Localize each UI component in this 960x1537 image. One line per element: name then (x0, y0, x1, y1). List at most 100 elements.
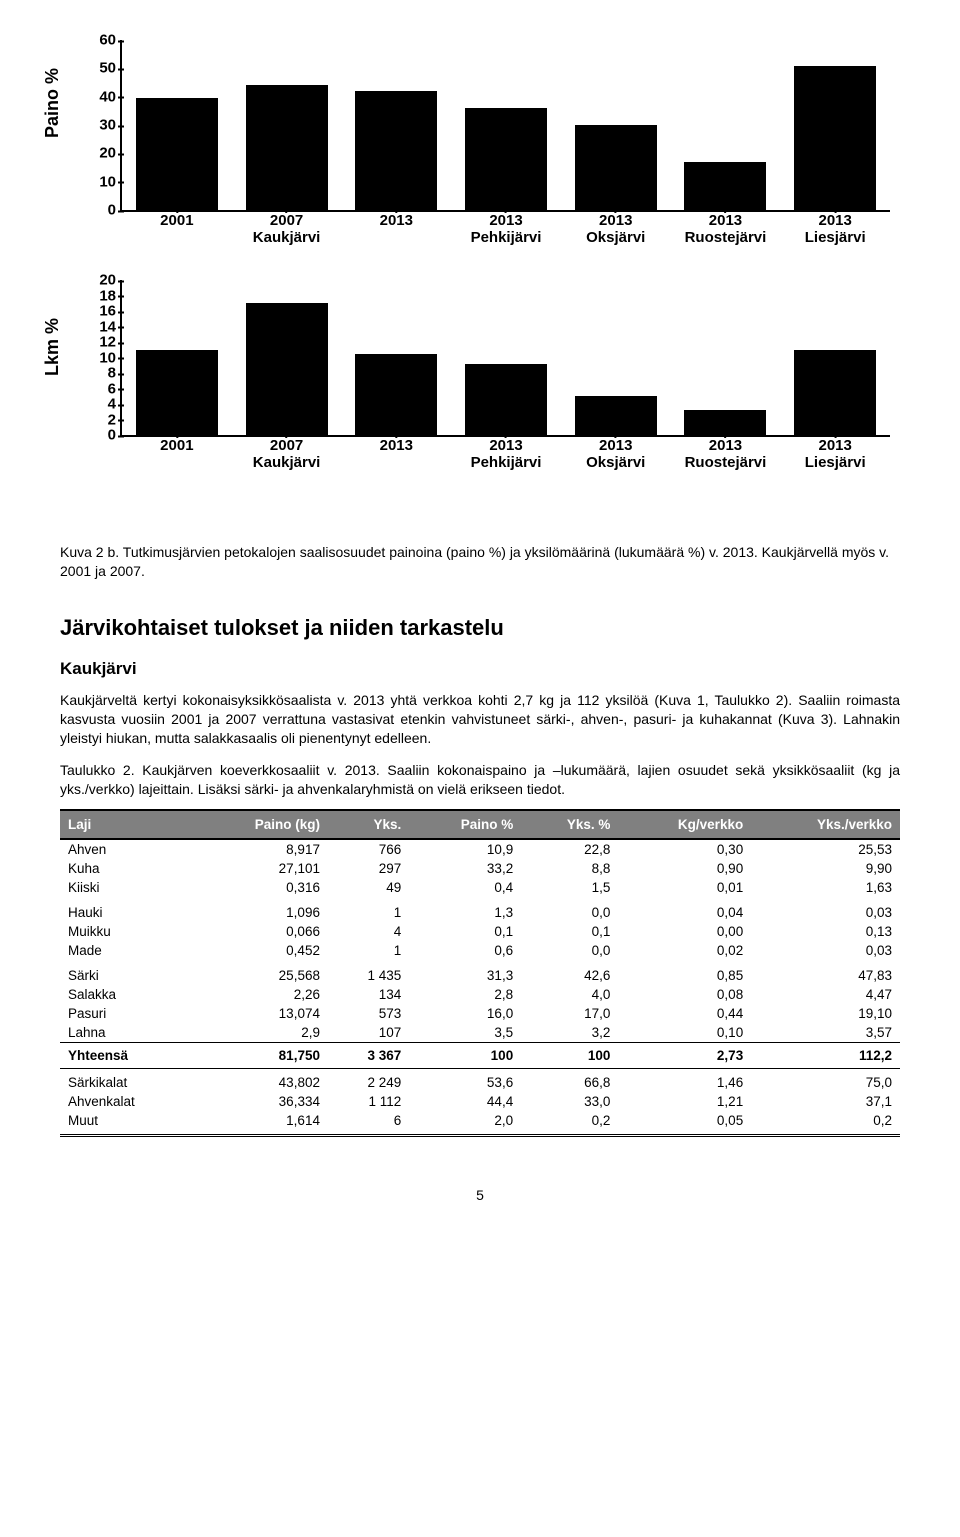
table-cell: 22,8 (521, 839, 618, 859)
table-cell: 0,316 (195, 878, 328, 897)
table-row: Hauki1,09611,30,00,040,03 (60, 897, 900, 922)
table-row: Muut1,61462,00,20,050,2 (60, 1111, 900, 1136)
table-cell: 0,01 (618, 878, 751, 897)
table-cell: 37,1 (751, 1092, 900, 1111)
xtick: 2013 (380, 437, 413, 454)
ytick: 50 (86, 60, 116, 77)
data-table: LajiPaino (kg)Yks.Paino %Yks. %Kg/verkko… (60, 809, 900, 1137)
table-row: Kiiski0,316490,41,50,011,63 (60, 878, 900, 897)
table-cell: 2 249 (328, 1069, 409, 1093)
table-cell: 1 (328, 897, 409, 922)
table-cell: 25,568 (195, 960, 328, 985)
table-cell: 1 435 (328, 960, 409, 985)
table-cell: 1,63 (751, 878, 900, 897)
table-cell: 1,46 (618, 1069, 751, 1093)
bar-column: 2001 (122, 280, 232, 435)
table-col-header: Yks. % (521, 810, 618, 839)
bar (794, 350, 876, 435)
table-cell: 0,1 (409, 922, 521, 941)
table-cell: 27,101 (195, 859, 328, 878)
bar (575, 396, 657, 435)
table-col-header: Kg/verkko (618, 810, 751, 839)
table-caption: Taulukko 2. Kaukjärven koeverkkosaaliit … (60, 761, 900, 799)
ytick: 2 (86, 411, 116, 428)
ytick: 6 (86, 380, 116, 397)
table-cell: Ahven (60, 839, 195, 859)
table-row: Muikku0,06640,10,10,000,13 (60, 922, 900, 941)
table-cell: 36,334 (195, 1092, 328, 1111)
table-cell: 6 (328, 1111, 409, 1136)
table-cell: 0,08 (618, 985, 751, 1004)
chart2-bars: 20012007Kaukjärvi20132013Pehkijärvi2013O… (122, 280, 890, 435)
table-cell: 1,3 (409, 897, 521, 922)
xtick: 2013Pehkijärvi (471, 212, 542, 247)
chart-lkm: Lkm % 02468101214161820 20012007Kaukjärv… (60, 280, 900, 495)
xtick: 2007Kaukjärvi (253, 437, 321, 472)
table-cell: 10,9 (409, 839, 521, 859)
table-cell: 66,8 (521, 1069, 618, 1093)
xtick: 2013Oksjärvi (586, 212, 645, 247)
bar (684, 162, 766, 210)
bar-column: 2013Liesjärvi (780, 40, 890, 210)
table-cell: 8,917 (195, 839, 328, 859)
table-cell: Kiiski (60, 878, 195, 897)
table-cell: Hauki (60, 897, 195, 922)
table-cell: 17,0 (521, 1004, 618, 1023)
table-col-header: Yks./verkko (751, 810, 900, 839)
ytick: 20 (86, 272, 116, 289)
table-row: Salakka2,261342,84,00,084,47 (60, 985, 900, 1004)
ytick: 20 (86, 145, 116, 162)
section-heading: Järvikohtaiset tulokset ja niiden tarkas… (60, 615, 900, 641)
xtick: 2013Ruostejärvi (685, 437, 767, 472)
bar (575, 125, 657, 210)
xtick: 2007Kaukjärvi (253, 212, 321, 247)
table-cell: 0,13 (751, 922, 900, 941)
table-cell: 8,8 (521, 859, 618, 878)
ytick: 14 (86, 318, 116, 335)
table-row: Ahven8,91776610,922,80,3025,53 (60, 839, 900, 859)
table-cell: Pasuri (60, 1004, 195, 1023)
ytick: 18 (86, 287, 116, 304)
table-cell: 0,2 (751, 1111, 900, 1136)
table-cell: 0,6 (409, 941, 521, 960)
table-cell: 3,5 (409, 1023, 521, 1043)
table-cell: 3,2 (521, 1023, 618, 1043)
bar (246, 303, 328, 435)
table-cell: Yhteensä (60, 1043, 195, 1069)
table-cell: 0,90 (618, 859, 751, 878)
bar-column: 2007Kaukjärvi (232, 280, 342, 435)
table-cell: 0,00 (618, 922, 751, 941)
ytick: 40 (86, 88, 116, 105)
ytick: 4 (86, 396, 116, 413)
table-cell: 47,83 (751, 960, 900, 985)
table-cell: Ahvenkalat (60, 1092, 195, 1111)
table-cell: 100 (409, 1043, 521, 1069)
table-row: Kuha27,10129733,28,80,909,90 (60, 859, 900, 878)
table-cell: 25,53 (751, 839, 900, 859)
bar-column: 2013Liesjärvi (780, 280, 890, 435)
table-cell: 0,0 (521, 897, 618, 922)
chart-paino: Paino % 0102030405060 20012007Kaukjärvi2… (60, 40, 900, 260)
table-cell: 0,85 (618, 960, 751, 985)
table-cell: Made (60, 941, 195, 960)
chart1-plot: 0102030405060 20012007Kaukjärvi20132013P… (120, 40, 890, 212)
table-row: Särki25,5681 43531,342,60,8547,83 (60, 960, 900, 985)
table-cell: 0,02 (618, 941, 751, 960)
table-cell: 81,750 (195, 1043, 328, 1069)
table-cell: 1,096 (195, 897, 328, 922)
figure-caption: Kuva 2 b. Tutkimusjärvien petokalojen sa… (60, 543, 900, 581)
ytick: 30 (86, 117, 116, 134)
table-cell: 9,90 (751, 859, 900, 878)
xtick: 2013Ruostejärvi (685, 212, 767, 247)
table-row: Yhteensä81,7503 3671001002,73112,2 (60, 1043, 900, 1069)
table-cell: 0,03 (751, 897, 900, 922)
xtick: 2001 (160, 437, 193, 454)
bar-column: 2013 (341, 280, 451, 435)
ytick: 0 (86, 202, 116, 219)
body-paragraph: Kaukjärveltä kertyi kokonaisyksikkösaali… (60, 691, 900, 748)
table-cell: 2,26 (195, 985, 328, 1004)
table-cell: 100 (521, 1043, 618, 1069)
table-col-header: Paino % (409, 810, 521, 839)
chart1-ylabel: Paino % (42, 68, 63, 138)
table-row: Pasuri13,07457316,017,00,4419,10 (60, 1004, 900, 1023)
